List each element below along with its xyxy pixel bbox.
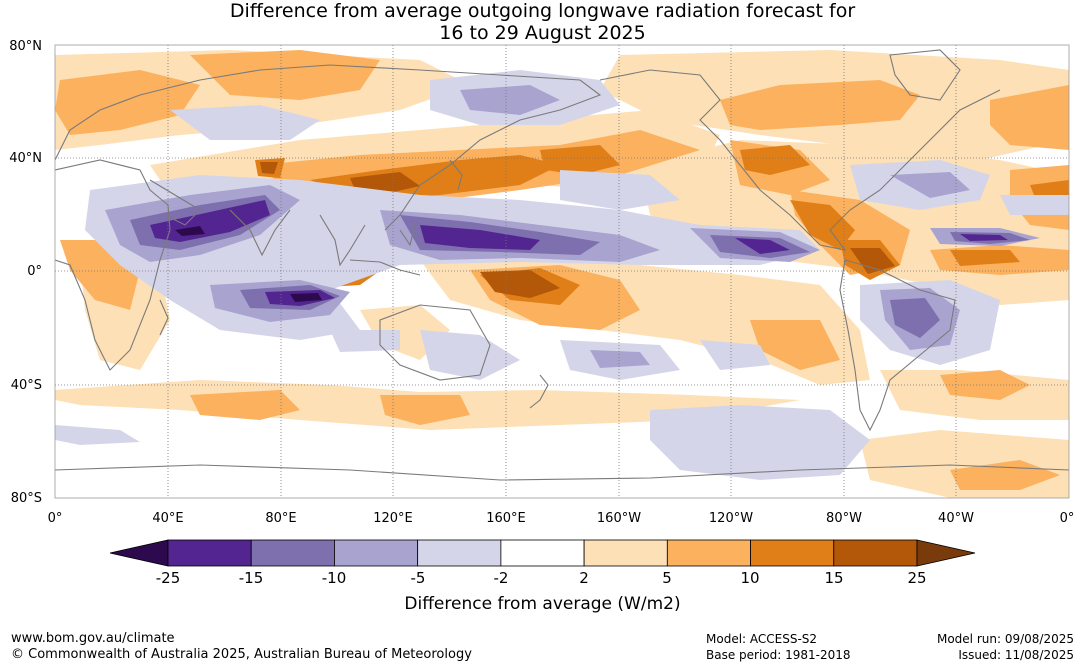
lon-label-80e: 80°E <box>265 511 297 526</box>
map-title-line-2: 16 to 29 August 2025 <box>439 22 646 44</box>
colorbar-high-extension <box>916 539 976 567</box>
lon-label-40e: 40°E <box>152 511 184 526</box>
colorbar-low-extension <box>109 539 169 567</box>
lat-label-40n: 40°N <box>9 151 42 166</box>
anomaly-below-minus-25-regions <box>175 226 322 302</box>
colorbar <box>109 539 976 567</box>
footer-issued: Issued: 11/08/2025 <box>958 648 1074 662</box>
lon-label-80w: 80°W <box>826 511 862 526</box>
colorbar-label: 5 <box>662 569 672 587</box>
colorbar-bin <box>417 539 502 567</box>
footer-base-period: Base period: 1981-2018 <box>706 648 851 662</box>
lon-label-160e: 160°E <box>486 511 526 526</box>
colorbar-label: -5 <box>410 569 426 587</box>
lon-label-120w: 120°W <box>708 511 754 526</box>
lon-label-0-left: 0° <box>47 511 63 526</box>
map-title-line-1: Difference from average outgoing longwav… <box>229 0 856 22</box>
colorbar-label: -15 <box>238 569 264 587</box>
colorbar-label: -10 <box>321 569 347 587</box>
lon-label-160w: 160°W <box>596 511 642 526</box>
lon-label-120e: 120°E <box>373 511 413 526</box>
colorbar-label: 10 <box>740 569 760 587</box>
colorbar-title: Difference from average (W/m2) <box>404 594 681 614</box>
colorbar-label: -2 <box>493 569 509 587</box>
colorbar-label: 2 <box>579 569 589 587</box>
colorbar-bin <box>583 539 668 567</box>
colorbar-bin <box>334 539 419 567</box>
colorbar-bin <box>666 539 751 567</box>
footer-model: Model: ACCESS-S2 <box>706 632 818 646</box>
colorbar-bin <box>750 539 835 567</box>
colorbar-bins <box>167 539 918 567</box>
colorbar-bin <box>833 539 918 567</box>
colorbar-bin <box>500 539 585 567</box>
colorbar-label: 15 <box>824 569 844 587</box>
lat-label-40s: 40°S <box>10 378 42 393</box>
footer-model-run: Model run: 09/08/2025 <box>936 632 1074 646</box>
anomaly-field <box>55 50 1069 498</box>
colorbar-bin <box>250 539 335 567</box>
lon-label-0-right: 0° <box>1059 511 1075 526</box>
footer-copyright: © Commonwealth of Australia 2025, Austra… <box>11 647 472 662</box>
lon-label-40w: 40°W <box>938 511 974 526</box>
map-frame <box>54 44 1070 499</box>
footer-website: www.bom.gov.au/climate <box>11 631 175 646</box>
colorbar-label: 25 <box>907 569 927 587</box>
map-gridlines <box>55 45 1069 498</box>
lat-label-80s: 80°S <box>10 491 42 506</box>
lat-label-80n: 80°N <box>9 39 42 54</box>
colorbar-label: -25 <box>155 569 181 587</box>
colorbar-bin <box>167 539 252 567</box>
lat-label-equator: 0° <box>27 264 42 279</box>
